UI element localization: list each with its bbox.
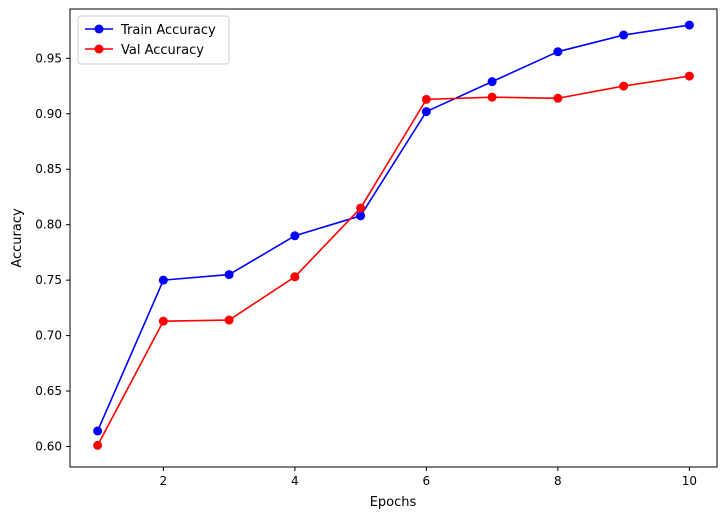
x-tick-label-3: 8 [554, 474, 562, 488]
data-point-0-9 [684, 20, 694, 30]
data-point-1-1 [158, 316, 168, 326]
y-tick-label-4: 0.80 [35, 218, 62, 232]
x-axis-label: Epochs [370, 495, 417, 510]
data-point-1-0 [93, 440, 103, 450]
legend: Train Accuracy Val Accuracy [77, 15, 230, 65]
plot-frame [69, 8, 718, 468]
data-point-1-5 [421, 94, 431, 104]
data-point-1-8 [619, 81, 629, 91]
y-tick-label-1: 0.65 [35, 384, 62, 398]
data-point-1-9 [684, 71, 694, 81]
data-point-1-7 [553, 93, 563, 103]
data-point-0-8 [619, 30, 629, 40]
y-axis-label: Accuracy [10, 208, 25, 268]
data-point-0-4 [356, 211, 366, 221]
axes-layer: 2 4 6 8 10 0.60 0.65 0.70 0.75 0.80 0.85 0.90 0.95 [35, 8, 718, 488]
x-tick-label-0: 2 [160, 474, 168, 488]
y-tick-label-5: 0.85 [35, 162, 62, 176]
data-point-0-3 [290, 231, 300, 241]
data-point-0-6 [487, 77, 497, 87]
y-tick-label-3: 0.75 [35, 273, 62, 287]
y-tick-label-0: 0.60 [35, 439, 62, 453]
x-tick-label-2: 6 [423, 474, 431, 488]
series-line-0 [96, 24, 690, 432]
data-point-1-4 [356, 203, 366, 213]
data-point-0-2 [224, 270, 234, 280]
legend-train-marker [94, 24, 104, 34]
x-tick-label-1: 4 [291, 474, 299, 488]
data-point-0-1 [158, 275, 168, 285]
y-tick-label-2: 0.70 [35, 329, 62, 343]
data-point-0-5 [421, 107, 431, 117]
legend-frame [77, 15, 230, 65]
legend-val-label: Val Accuracy [121, 43, 204, 58]
y-tick-label-7: 0.95 [35, 51, 62, 65]
legend-val-marker [94, 44, 104, 54]
x-tick-label-4: 10 [682, 474, 697, 488]
series-layer [93, 20, 694, 450]
data-point-1-3 [290, 272, 300, 282]
y-tick-label-6: 0.90 [35, 107, 62, 121]
series-line-1 [96, 75, 690, 446]
legend-train-label: Train Accuracy [120, 23, 216, 38]
data-point-1-6 [487, 92, 497, 102]
data-point-1-2 [224, 315, 234, 325]
data-point-0-0 [93, 426, 103, 436]
data-point-0-7 [553, 47, 563, 57]
